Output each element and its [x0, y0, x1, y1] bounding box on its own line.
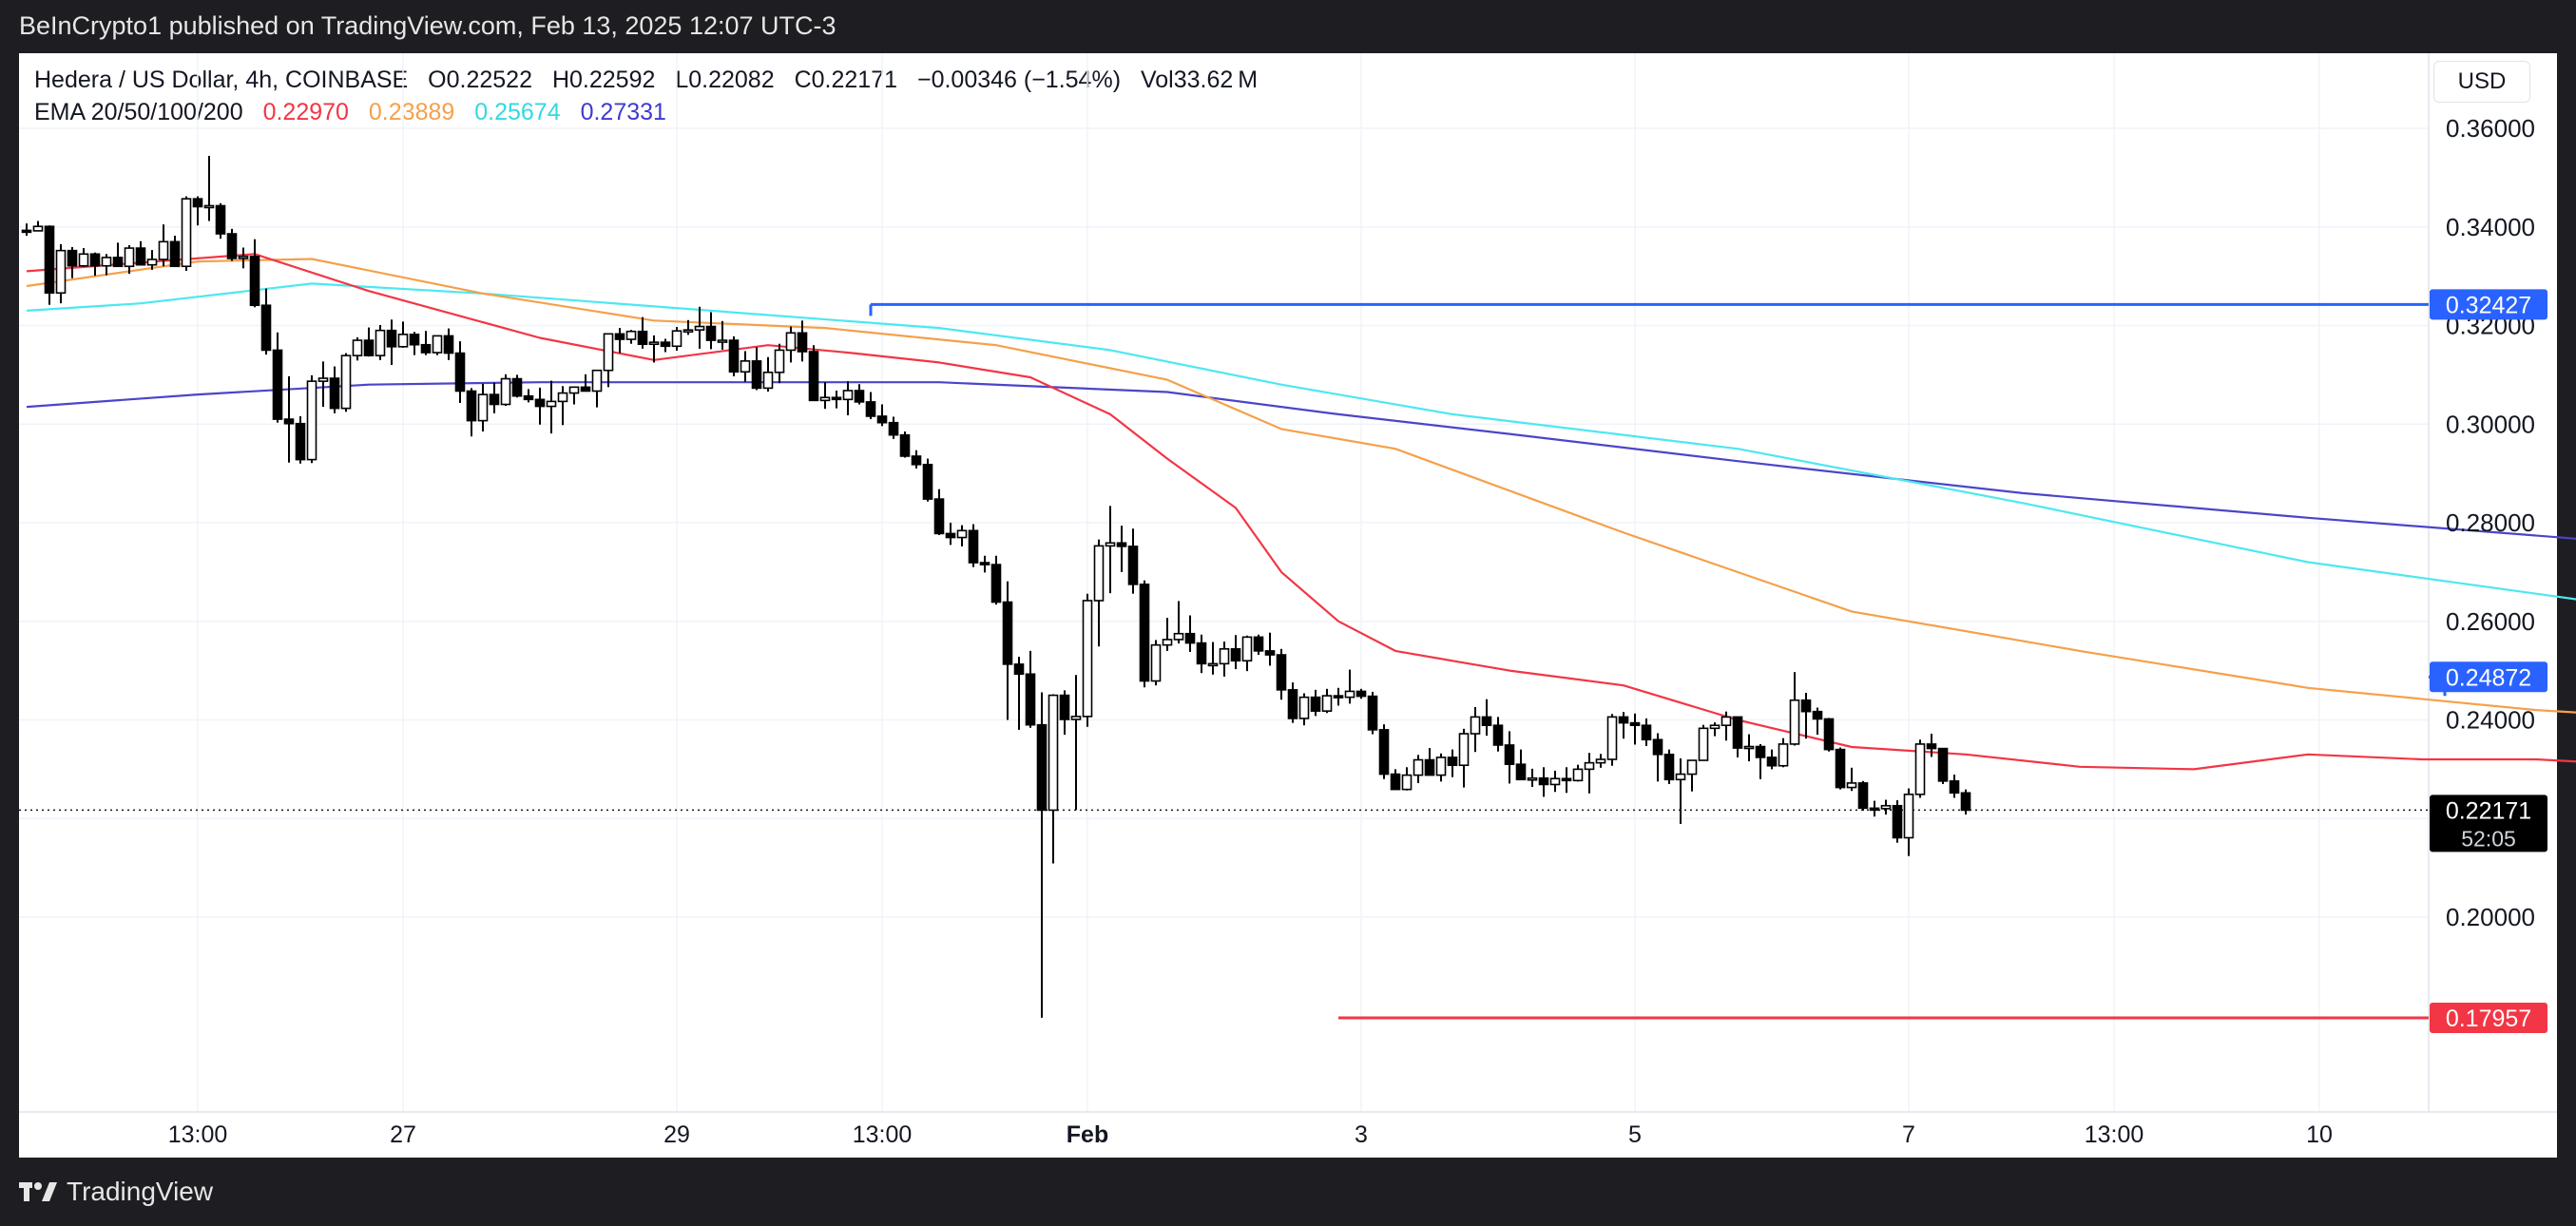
footer-bar: TradingView — [0, 1158, 2576, 1226]
change-value: −0.00346 (−1.54%) — [916, 67, 1122, 93]
ema-legend: EMA 20/50/100/200 0.22970 0.23889 0.2567… — [34, 99, 680, 126]
ema-label[interactable]: EMA 20/50/100/200 — [34, 99, 243, 125]
low-value: L0.22082 — [675, 67, 775, 93]
ema20-value: 0.22970 — [262, 99, 349, 125]
chart-frame[interactable] — [19, 53, 2557, 1158]
footer-brand: TradingView — [67, 1177, 214, 1206]
close-value: C0.22171 — [794, 67, 898, 93]
tradingview-logo-icon — [19, 1182, 57, 1201]
publisher-bar: BeInCrypto1 published on TradingView.com… — [0, 0, 2576, 53]
high-value: H0.22592 — [551, 67, 656, 93]
currency-button[interactable]: USD — [2433, 61, 2530, 103]
open-value: O0.22522 — [428, 67, 532, 93]
ema50-value: 0.23889 — [368, 99, 455, 125]
ohlc-legend: Hedera / US Dollar, 4h, COINBASE O0.2252… — [34, 67, 1271, 94]
publisher-text: BeInCrypto1 published on TradingView.com… — [19, 11, 836, 40]
volume-value: Vol33.62 M — [1140, 67, 1259, 93]
symbol-title[interactable]: Hedera / US Dollar, 4h, COINBASE — [34, 67, 409, 93]
ema100-value: 0.25674 — [474, 99, 561, 125]
ema200-value: 0.27331 — [580, 99, 666, 125]
tradingview-logo[interactable]: TradingView — [19, 1177, 213, 1207]
